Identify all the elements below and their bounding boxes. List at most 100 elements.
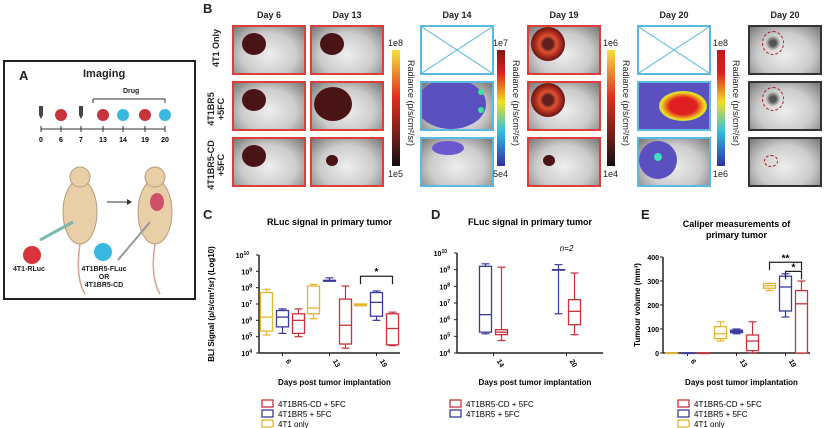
- y-tick-label: 200: [647, 303, 659, 310]
- legend-label: 4T1BR5-CD + 5FC: [694, 400, 762, 409]
- colorbar: [717, 50, 725, 166]
- timeline-day-label: 14: [119, 137, 127, 144]
- legend-label: 4T1BR5 + 5FC: [278, 410, 332, 419]
- colorbar-min-label: 5e4: [493, 169, 509, 179]
- y-tick-label: 106: [439, 316, 450, 325]
- signal-overlay: [314, 87, 352, 121]
- timeline-day-label: 0: [39, 137, 43, 144]
- panel-label: D: [431, 207, 441, 222]
- exponent: 10: [243, 251, 249, 257]
- bli-image: [527, 25, 601, 75]
- legend-label: 4T1BR5 + 5FC: [466, 410, 520, 419]
- significance-bracket: [359, 275, 394, 285]
- title-line: Caliper measurements of: [683, 219, 792, 229]
- exponent: 6: [447, 316, 450, 322]
- chart-c-rluc: RLuc signal in primary tumor104105106107…: [207, 217, 400, 428]
- panel-label: B: [203, 1, 213, 16]
- bli-image: [310, 25, 384, 75]
- y-tick-label: 107: [439, 299, 450, 308]
- empty-image-placeholder: [637, 25, 711, 75]
- box: [567, 299, 582, 326]
- box: [306, 285, 321, 315]
- imaging-cell-icon: [55, 109, 67, 121]
- box: [338, 298, 353, 345]
- panel-label: A: [19, 68, 29, 83]
- bli-image: [637, 137, 711, 187]
- signal-overlay: [478, 107, 484, 113]
- tumor-outline: [762, 31, 784, 55]
- bli-image: [527, 137, 601, 187]
- day-header: Day 20: [659, 10, 689, 20]
- exponent: 10: [441, 249, 447, 255]
- signal-overlay: [654, 153, 662, 161]
- y-tick-label: 109: [241, 267, 252, 276]
- colorbar-title: Radiance (p/s/cm²/sr): [731, 60, 741, 147]
- legend-label: 4T1 only: [694, 420, 725, 428]
- timeline-day-label: 19: [141, 137, 149, 144]
- y-tick-label: 105: [241, 333, 252, 342]
- signal-overlay: [531, 27, 565, 61]
- bli-image: [748, 81, 822, 131]
- bli-image: [420, 137, 494, 187]
- y-tick-label: 106: [241, 316, 252, 325]
- y-tick-label: 104: [241, 349, 252, 358]
- exponent: 5: [447, 332, 450, 338]
- mouse-left: [62, 166, 98, 295]
- legend-swatch: [677, 399, 690, 408]
- imaging-cell-icon: [159, 109, 171, 121]
- chart-d-fluc: FLuc signal in primary tumor104105106107…: [434, 217, 603, 419]
- panel-label: C: [203, 207, 213, 222]
- imaging-cell-icon: [97, 109, 109, 121]
- significance-mark: **: [782, 253, 790, 264]
- colorbar-max-label: 1e8: [713, 38, 729, 48]
- box: [713, 325, 728, 340]
- timeline-day-label: 13: [99, 137, 107, 144]
- signal-overlay: [531, 83, 565, 117]
- signal-overlay: [326, 155, 338, 166]
- legend-swatch: [449, 399, 462, 408]
- y-axis-label: BLI Signal (p/s/cm²/sr) (Log10): [207, 246, 216, 362]
- chart-title: RLuc signal in primary tumor: [267, 217, 393, 227]
- syringe-icon: [117, 221, 151, 261]
- not-available-cross-icon: [422, 27, 492, 73]
- box: [369, 291, 384, 317]
- x-tick-label: 13: [331, 359, 341, 369]
- panel-title: Imaging: [83, 68, 126, 80]
- x-tick-label: 19: [787, 359, 797, 369]
- x-tick-label: 6: [284, 359, 292, 366]
- significance-bracket: [784, 270, 803, 280]
- colorbar-max-label: 1e7: [493, 38, 509, 48]
- x-tick-label: 6: [689, 359, 697, 366]
- chart-title: FLuc signal in primary tumor: [468, 217, 593, 227]
- bli-image: [232, 25, 306, 75]
- y-tick-label: 1010: [236, 251, 250, 260]
- bli-image: [637, 81, 711, 131]
- legend-swatch: [449, 409, 462, 418]
- exponent: 7: [249, 300, 252, 306]
- tumor-outline: [764, 155, 778, 167]
- injection-syringe-icon: [79, 106, 83, 119]
- y-tick-label: 300: [647, 279, 659, 286]
- colorbar-max-label: 1e6: [603, 38, 619, 48]
- exponent: 9: [249, 267, 252, 273]
- exponent: 8: [447, 282, 450, 288]
- colorbar: [497, 50, 505, 166]
- timeline-day-label: 6: [59, 137, 63, 144]
- x-axis-label: Days post tumor implantation: [685, 378, 798, 387]
- legend-swatch: [261, 419, 274, 428]
- signal-overlay: [543, 155, 555, 166]
- legend-label: 4T1BR5-CD + 5FC: [278, 400, 346, 409]
- imaging-cell-icon: [139, 109, 151, 121]
- colorbar: [392, 50, 400, 166]
- exponent: 5: [249, 333, 252, 339]
- chart-title: Caliper measurements of primary tumor: [683, 219, 792, 240]
- signal-overlay: [320, 33, 344, 55]
- bli-image: [232, 137, 306, 187]
- imaging-cell-icon: [117, 109, 129, 121]
- box: [778, 275, 793, 312]
- y-tick-label: 100: [647, 327, 659, 334]
- cell-1-label: 4T1-RLuc: [13, 266, 45, 273]
- box: [745, 334, 760, 352]
- bli-image: [527, 81, 601, 131]
- legend-swatch: [677, 419, 690, 428]
